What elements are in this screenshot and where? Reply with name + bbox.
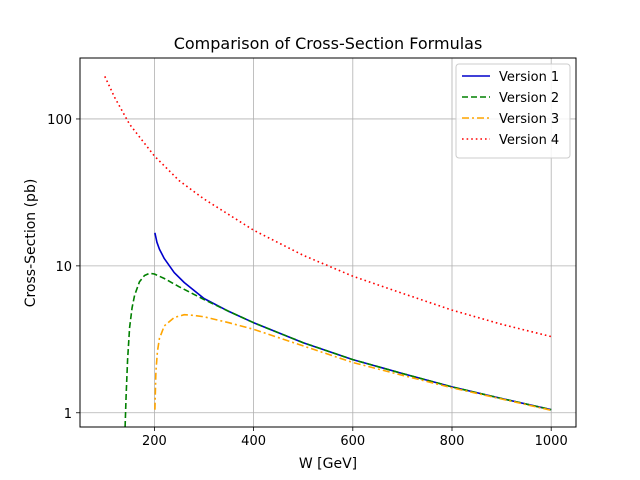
axis-ticks: 200 400 600 800 1000 1 10 100 [47, 113, 568, 449]
series-lines [104, 76, 552, 427]
y-tick-label: 1 [64, 407, 72, 422]
legend-label: Version 3 [499, 112, 559, 127]
legend-label: Version 2 [499, 91, 559, 106]
legend: Version 1 Version 2 Version 3 Version 4 [455, 63, 571, 159]
x-tick-label: 400 [241, 434, 266, 449]
chart-title: Comparison of Cross-Section Formulas [174, 34, 483, 53]
x-tick-label: 600 [340, 434, 365, 449]
legend-label: Version 1 [499, 70, 559, 85]
legend-box [455, 63, 571, 159]
x-axis-label: W [GeV] [299, 456, 357, 472]
x-tick-label: 800 [440, 434, 465, 449]
plot-frame [79, 57, 577, 428]
legend-label: Version 4 [499, 133, 559, 148]
series-line-version-2 [124, 272, 552, 427]
x-tick-label: 1000 [535, 434, 568, 449]
series-line-version-4 [104, 76, 552, 338]
x-tick-label: 200 [142, 434, 167, 449]
y-axis-label: Cross-Section (pb) [23, 179, 39, 308]
y-tick-label: 100 [47, 113, 72, 128]
series-line-version-3 [154, 313, 552, 412]
y-tick-label: 10 [55, 260, 72, 275]
